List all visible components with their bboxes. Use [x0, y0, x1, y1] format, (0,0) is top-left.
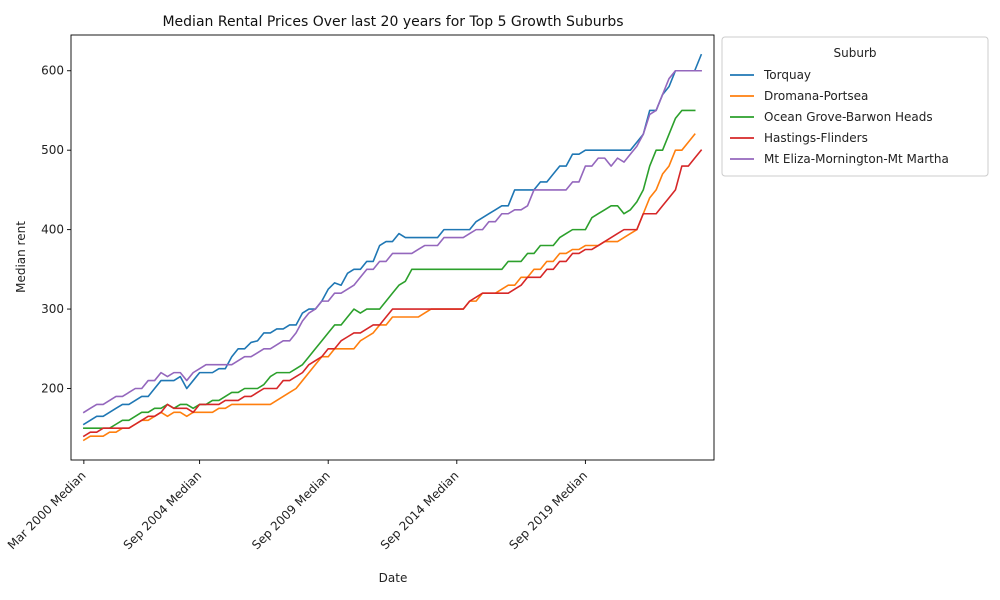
series-line-torquay: [82, 53, 703, 426]
legend-label-hastings-flinders: Hastings-Flinders: [764, 131, 868, 145]
y-axis-label: Median rent: [14, 221, 28, 293]
legend-label-dromana-portsea: Dromana-Portsea: [764, 89, 868, 103]
legend-label-mt-eliza-mornington-mt-martha: Mt Eliza-Mornington-Mt Martha: [764, 152, 949, 166]
legend-label-ocean-grove-barwon-heads: Ocean Grove-Barwon Heads: [764, 110, 933, 124]
y-tick-label: 500: [41, 143, 64, 157]
legend: Suburb Torquay Dromana-Portsea Ocean Grove-…: [721, 36, 989, 177]
legend-title: Suburb: [834, 46, 877, 60]
series-line-hastings-flinders: [82, 149, 703, 438]
y-tick-label: 200: [41, 382, 64, 396]
series-line-dromana-portsea: [82, 133, 696, 442]
legend-label-torquay: Torquay: [763, 68, 811, 82]
x-axis-label: Date: [379, 571, 408, 585]
series-line-ocean-grove-barwon-heads: [83, 109, 696, 430]
legend-box: [721, 36, 989, 177]
y-tick-label: 400: [41, 223, 64, 237]
y-tick-label: 300: [41, 302, 64, 316]
y-tick-label: 600: [41, 64, 64, 78]
axes-frame: [70, 34, 715, 461]
series-line-mt-eliza-mornington-mt-martha: [82, 69, 702, 414]
chart-title: Median Rental Prices Over last 20 years …: [162, 14, 623, 30]
